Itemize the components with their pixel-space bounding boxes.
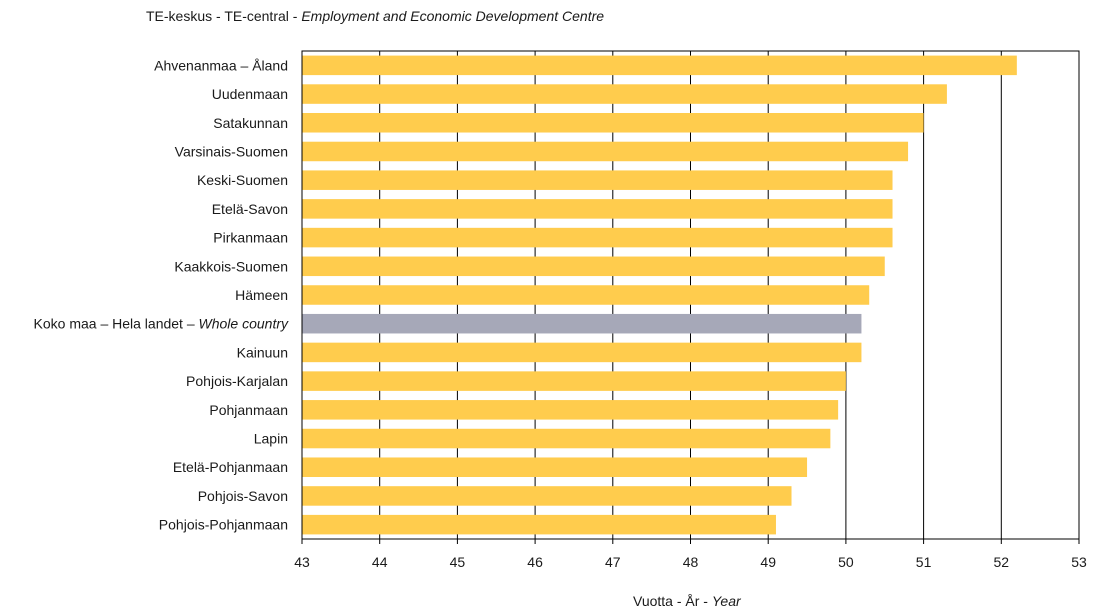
category-label-14: Etelä-Pohjanmaan <box>173 459 288 475</box>
x-tick-label-43: 43 <box>294 554 310 570</box>
category-label-16: Pohjois-Pohjanmaan <box>159 517 288 533</box>
bar-4 <box>302 170 893 190</box>
category-label-15: Pohjois-Savon <box>198 488 288 504</box>
chart-header: TE-keskus - TE-central - Employment and … <box>146 8 604 24</box>
x-tick-label-44: 44 <box>372 554 388 570</box>
bar-5 <box>302 199 893 219</box>
category-label-10: Kainuun <box>237 344 288 360</box>
x-axis-title-text: Vuotta - År - <box>633 593 712 609</box>
bar-13 <box>302 428 831 449</box>
x-tick-label-47: 47 <box>605 554 621 570</box>
bar-1 <box>302 84 947 104</box>
category-labels: Ahvenanmaa – Åland Uudenmaan Satakunnan Var… <box>34 57 289 532</box>
category-label-12: Pohjanmaan <box>209 402 288 418</box>
category-label-2: Satakunnan <box>213 115 288 131</box>
x-tick-label-46: 46 <box>527 554 543 570</box>
category-label-0: Ahvenanmaa – Åland <box>154 57 288 73</box>
chart-header-italic: Employment and Economic Development Cent… <box>301 8 605 24</box>
category-label-11: Pohjois-Karjalan <box>186 373 288 389</box>
x-tick-label-50: 50 <box>838 554 854 570</box>
x-tick-label-52: 52 <box>994 554 1010 570</box>
category-label-1: Uudenmaan <box>212 86 288 102</box>
bar-7 <box>302 256 885 277</box>
bar-9 <box>302 313 862 334</box>
x-axis-title-italic: Year <box>711 593 741 609</box>
category-label-8: Hämeen <box>235 287 288 303</box>
x-tick-label-49: 49 <box>760 554 776 570</box>
x-tick-label-45: 45 <box>450 554 466 570</box>
bar-16 <box>302 514 776 535</box>
bar-11 <box>302 371 846 391</box>
x-tick-label-48: 48 <box>683 554 699 570</box>
plot-frame <box>301 50 1080 544</box>
bar-2 <box>302 113 924 133</box>
bar-12 <box>302 400 839 420</box>
bar-10 <box>302 342 862 363</box>
x-tick-label-51: 51 <box>916 554 932 570</box>
bar-15 <box>302 486 792 506</box>
category-label-9: Koko maa – Hela landet – Whole country <box>34 316 289 332</box>
category-label-13: Lapin <box>254 431 288 447</box>
bars <box>302 55 1017 535</box>
bar-3 <box>302 141 909 162</box>
chart-header-text: TE-keskus - TE-central - <box>146 8 302 24</box>
category-label-6: Pirkanmaan <box>213 230 288 246</box>
bar-6 <box>302 227 893 248</box>
bar-8 <box>302 285 870 305</box>
category-label-5: Etelä-Savon <box>212 201 288 217</box>
x-tick-labels: 43 44 45 46 47 48 49 50 51 52 53 <box>294 554 1087 570</box>
bar-14 <box>302 457 808 477</box>
category-label-7: Kaakkois-Suomen <box>174 258 288 274</box>
x-tick-label-53: 53 <box>1071 554 1087 570</box>
category-label-4: Keski-Suomen <box>197 172 288 188</box>
x-axis-title: Vuotta - År - Year <box>633 593 741 609</box>
category-label-3: Varsinais-Suomen <box>175 143 288 159</box>
bar-0 <box>302 55 1017 76</box>
